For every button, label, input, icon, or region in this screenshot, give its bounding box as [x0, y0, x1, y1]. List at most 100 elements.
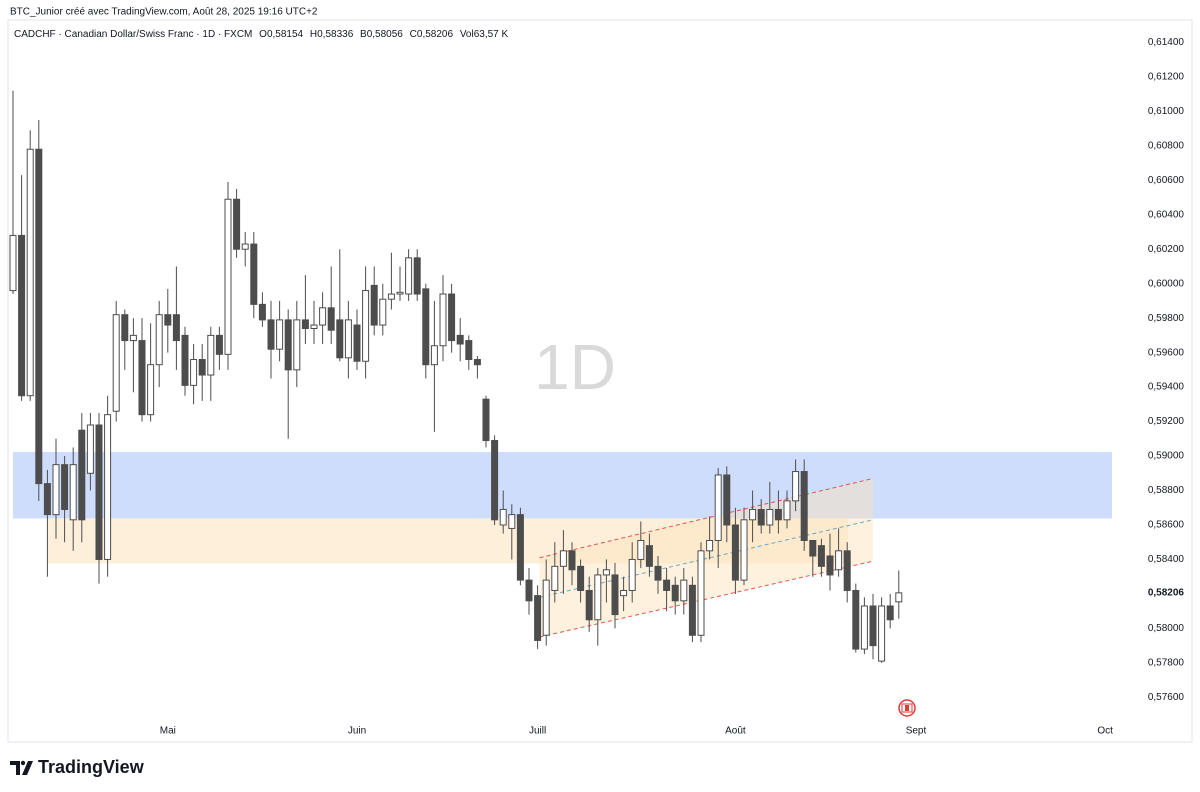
candle-body [766, 508, 774, 526]
candle-body [886, 605, 894, 621]
candle-body [379, 298, 387, 326]
candle-body [95, 424, 103, 560]
y-tick-label: 0,58600 [1148, 520, 1185, 531]
logo-dot [20, 760, 26, 766]
candle-body [680, 579, 688, 602]
candle-body [69, 464, 77, 521]
candle-body [568, 550, 576, 571]
candle-body [551, 565, 559, 591]
candle-body [215, 334, 223, 355]
candle-body [817, 545, 825, 567]
candle-body [362, 290, 370, 362]
y-tick-label: 0,59600 [1148, 347, 1185, 358]
channel-line [539, 477, 874, 559]
brand-name: TradingView [38, 757, 145, 777]
candle-body [740, 519, 748, 581]
candle-body [267, 319, 275, 350]
candle-body [121, 314, 129, 342]
candle-body [508, 514, 516, 529]
candle-body [284, 319, 292, 371]
candle-body [336, 319, 344, 359]
last-price-label: 0,58206 [1148, 588, 1185, 599]
candle-body [525, 579, 533, 602]
candle-body [852, 589, 860, 650]
candle-body [181, 334, 189, 386]
y-tick-label: 0,58000 [1148, 623, 1185, 634]
candle-body [155, 314, 163, 366]
candle-body [413, 257, 421, 295]
y-tick-label: 0,59000 [1148, 451, 1185, 462]
candle-body [430, 345, 438, 366]
candle-body [473, 359, 481, 366]
y-tick-label: 0,57800 [1148, 657, 1185, 668]
ohlc-open: O0,58154 [259, 29, 303, 40]
candle-body [9, 234, 17, 292]
candle-body [198, 359, 206, 376]
y-tick-label: 0,59800 [1148, 313, 1185, 324]
candle-body [611, 574, 619, 616]
candle-body [52, 464, 60, 516]
candle-body [800, 471, 808, 541]
candle-body [344, 319, 352, 359]
x-tick-label: Oct [1097, 726, 1113, 737]
y-tick-label: 0,59200 [1148, 416, 1185, 427]
y-tick-label: 0,58400 [1148, 554, 1185, 565]
candle-body [405, 257, 413, 295]
candle-body [835, 550, 843, 571]
candle-body [310, 324, 318, 329]
candle-body [112, 314, 120, 412]
event-flag [898, 699, 916, 717]
y-tick-label: 0,61400 [1148, 37, 1185, 48]
y-tick-label: 0,57600 [1148, 692, 1185, 703]
y-tick-label: 0,61000 [1148, 106, 1185, 117]
candle-body [387, 293, 395, 300]
x-tick-label: Août [725, 726, 746, 737]
candle-body [809, 539, 817, 557]
watermark: 1D [534, 331, 616, 403]
candle-body [602, 569, 610, 576]
candle-body [895, 592, 903, 603]
candle-body [250, 243, 258, 305]
candle-body [843, 550, 851, 591]
candle-body [26, 148, 34, 397]
candle-body [706, 539, 714, 552]
y-tick-label: 0,59400 [1148, 382, 1185, 393]
x-tick-label: Sept [906, 726, 927, 737]
candle-body [43, 483, 51, 516]
candle-body [396, 291, 404, 295]
candle-body [688, 584, 696, 636]
candle-body [164, 314, 172, 326]
candle-body [577, 565, 585, 591]
y-tick-label: 0,60600 [1148, 175, 1185, 186]
candle-body [594, 574, 602, 621]
candle-body [731, 524, 739, 581]
candle-body [293, 319, 301, 371]
candle-body [439, 293, 447, 347]
brand-logo [10, 760, 33, 775]
candle-body [241, 243, 249, 250]
ohlc-high: H0,58336 [310, 29, 354, 40]
candle-body [86, 424, 94, 474]
candles-layer [9, 90, 903, 663]
x-tick-label: Juill [529, 726, 546, 737]
x-tick-label: Mai [160, 726, 176, 737]
candle-body [233, 198, 241, 250]
candle-body [645, 545, 653, 567]
candle-body [628, 558, 636, 591]
candle-body [456, 334, 464, 345]
candle-body [138, 340, 146, 416]
symbol: CADCHF · Canadian Dollar/Swiss Franc · 1… [14, 29, 252, 40]
candle-body [172, 314, 180, 342]
candle-body [723, 474, 731, 526]
symbol-header: CADCHF · Canadian Dollar/Swiss Franc · 1… [14, 29, 509, 40]
candle-body [353, 324, 361, 362]
y-tick-label: 0,60200 [1148, 244, 1185, 255]
y-tick-label: 0,61200 [1148, 72, 1185, 83]
price-zone [13, 452, 1112, 519]
candle-body [671, 584, 679, 602]
flag-center [905, 705, 909, 711]
candle-body [585, 589, 593, 621]
candle-body [190, 359, 198, 386]
candle-body [301, 319, 309, 329]
candle-body [78, 429, 86, 521]
